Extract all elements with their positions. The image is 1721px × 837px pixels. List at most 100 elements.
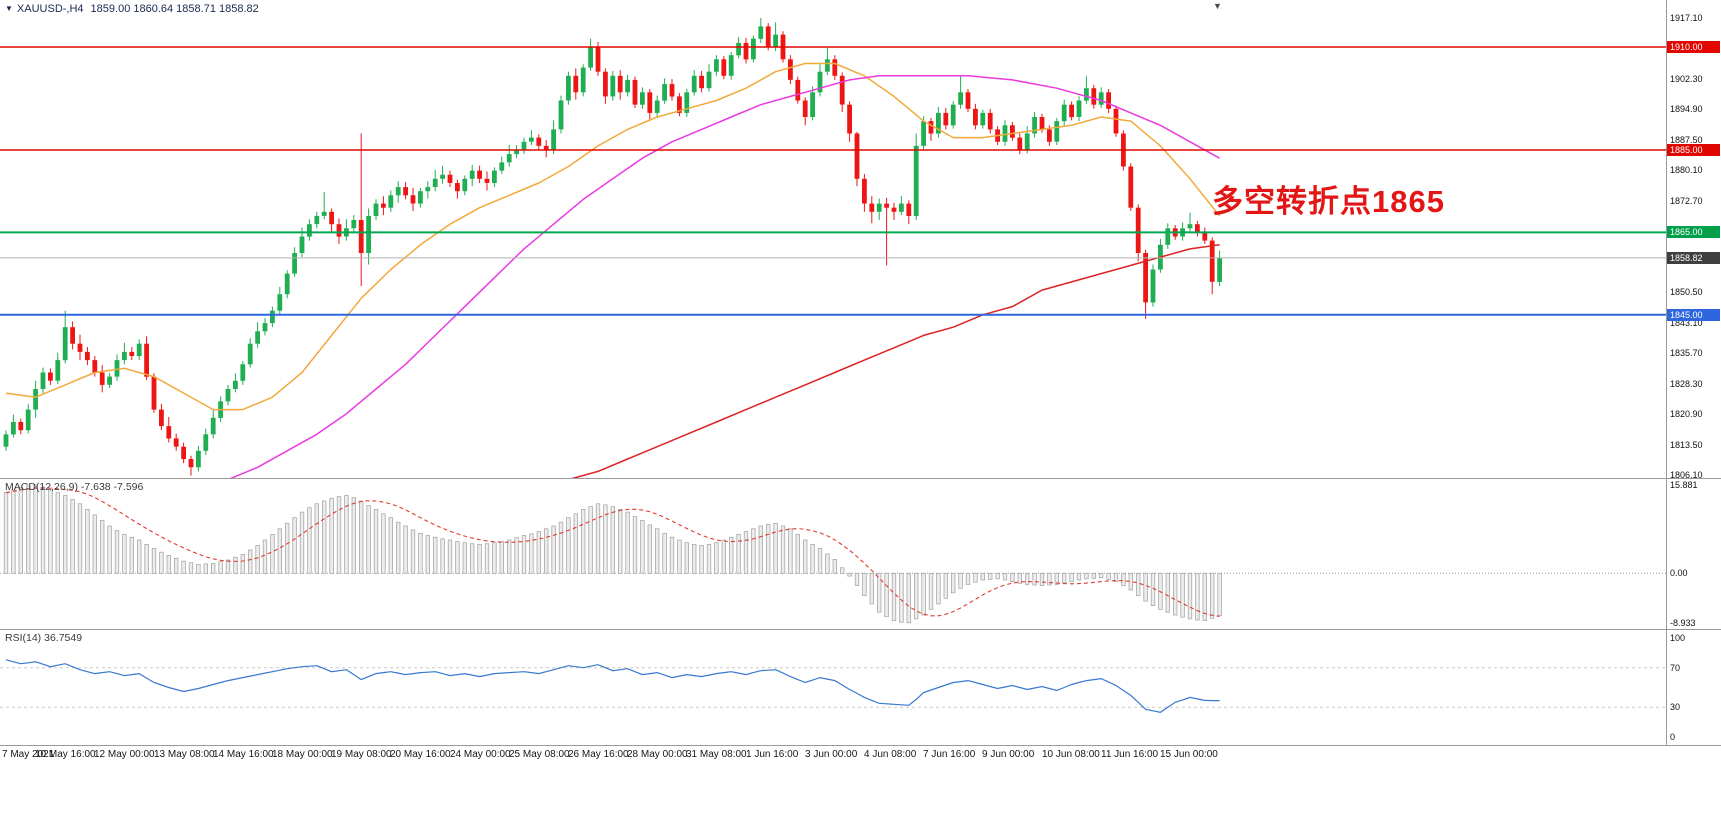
candle-body: [913, 145, 919, 216]
ma-fast-orange: [5, 62, 1221, 411]
rsi-panel[interactable]: [0, 630, 1666, 745]
price-badge-1858.82: 1858.82: [1667, 252, 1720, 264]
macd-histogram-bar: [218, 561, 223, 574]
macd-histogram-bar: [188, 562, 194, 574]
candle-body: [33, 389, 38, 410]
macd-histogram-bar: [1047, 572, 1052, 586]
price-axis-label: 1843.10: [1670, 318, 1703, 328]
macd-histogram-bar: [403, 525, 408, 574]
macd-histogram-bar: [862, 572, 867, 596]
macd-histogram-bar: [751, 528, 756, 574]
time-axis-label: 15 Jun 00:00: [1160, 749, 1218, 760]
candle-body: [899, 203, 904, 212]
macd-histogram-bar: [640, 520, 645, 574]
price-badge-1845.00: 1845.00: [1667, 309, 1720, 321]
candle-body: [906, 203, 912, 216]
macd-histogram-bar: [803, 539, 808, 574]
macd-histogram-bar: [1143, 572, 1148, 602]
macd-histogram-bar: [558, 521, 564, 574]
candle-body: [122, 351, 127, 361]
candle-body: [795, 79, 801, 101]
macd-histogram-bar: [625, 511, 630, 574]
candle-body: [765, 26, 771, 47]
macd-histogram-bar: [817, 547, 823, 574]
candle-body: [625, 79, 630, 93]
time-axis[interactable]: 7 May 2021 10 May 16:00 12 May 00:00 13 May…: [0, 746, 1666, 764]
price-chart-panel[interactable]: [0, 0, 1666, 478]
macd-histogram-bar: [1084, 572, 1089, 580]
rsi-canvas[interactable]: [0, 630, 1666, 745]
rsi-indicator-label: RSI(14) 36.7549: [5, 632, 82, 644]
macd-histogram-bar: [122, 534, 127, 574]
rsi-axis-label-30: 30: [1670, 702, 1681, 712]
macd-histogram-bar: [840, 567, 845, 574]
candle-body: [136, 343, 142, 357]
time-axis-label: 13 May 08:00: [154, 749, 215, 760]
candle-body: [499, 162, 505, 171]
rsi-axis[interactable]: 100 70 30 0: [1666, 630, 1721, 745]
candle-body: [3, 434, 9, 447]
macd-histogram-bar: [884, 572, 889, 618]
macd-axis[interactable]: 15.881 0.00 -8.933: [1666, 479, 1721, 629]
panel-separator[interactable]: [0, 478, 1721, 479]
macd-histogram-bar: [196, 564, 201, 574]
candle-body: [721, 59, 727, 76]
macd-panel[interactable]: [0, 479, 1666, 629]
macd-histogram-bar: [758, 525, 763, 574]
candle-body: [1098, 92, 1104, 105]
macd-canvas[interactable]: [0, 479, 1666, 629]
macd-histogram-bar: [1195, 572, 1200, 621]
macd-histogram-bar: [270, 534, 275, 574]
macd-histogram-bar: [1010, 572, 1015, 582]
price-chart-canvas[interactable]: [0, 0, 1666, 478]
candle-body: [736, 42, 741, 56]
macd-histogram-bar: [285, 522, 290, 574]
macd-histogram-bar: [225, 559, 231, 574]
candle-body: [114, 360, 120, 377]
macd-histogram-bar: [277, 528, 282, 574]
macd-histogram-bar: [181, 560, 186, 574]
macd-histogram-bar: [507, 539, 512, 574]
candle-body: [588, 47, 593, 68]
macd-histogram-bar: [144, 544, 149, 574]
macd-histogram-bar: [891, 572, 897, 621]
candle-body: [455, 183, 460, 192]
price-axis-label: 1880.10: [1670, 165, 1703, 175]
candle-body: [203, 434, 209, 451]
panel-separator[interactable]: [0, 629, 1721, 630]
candle-body: [284, 273, 290, 295]
macd-histogram-bar: [1002, 572, 1008, 581]
candle-body: [492, 170, 497, 183]
chart-shift-marker-icon[interactable]: ▼: [1213, 1, 1222, 11]
macd-histogram-bar: [55, 492, 60, 574]
candle-body: [329, 211, 334, 225]
price-axis-label: 1850.50: [1670, 287, 1703, 297]
macd-histogram-bar: [699, 545, 704, 574]
ohlc-readout: 1859.00 1860.64 1858.71 1858.82: [90, 3, 259, 15]
candle-body: [1165, 228, 1171, 245]
macd-histogram-bar: [336, 496, 342, 574]
candle-body: [758, 26, 764, 39]
macd-histogram-bar: [159, 551, 164, 574]
candle-body: [943, 112, 949, 126]
candle-body: [62, 327, 68, 361]
candle-body: [410, 195, 416, 204]
symbol-dropdown-icon[interactable]: ▼: [5, 4, 13, 13]
candle-body: [388, 195, 394, 208]
candle-body: [1202, 232, 1208, 241]
macd-histogram-bar: [655, 528, 660, 574]
candle-body: [159, 409, 164, 427]
candle-body: [277, 294, 283, 311]
macd-axis-zero: 0.00: [1670, 568, 1688, 578]
macd-histogram-bar: [11, 489, 16, 574]
price-axis[interactable]: 1917.101909.701902.301894.901887.501880.…: [1666, 0, 1721, 480]
candle-body: [810, 92, 815, 117]
candle-body: [973, 108, 978, 126]
macd-histogram-bar: [233, 556, 238, 574]
macd-histogram-bar: [174, 557, 179, 574]
candle-body: [521, 141, 527, 150]
macd-histogram-bar: [995, 572, 1000, 580]
macd-histogram-bar: [26, 485, 31, 574]
candle-body: [418, 191, 423, 204]
